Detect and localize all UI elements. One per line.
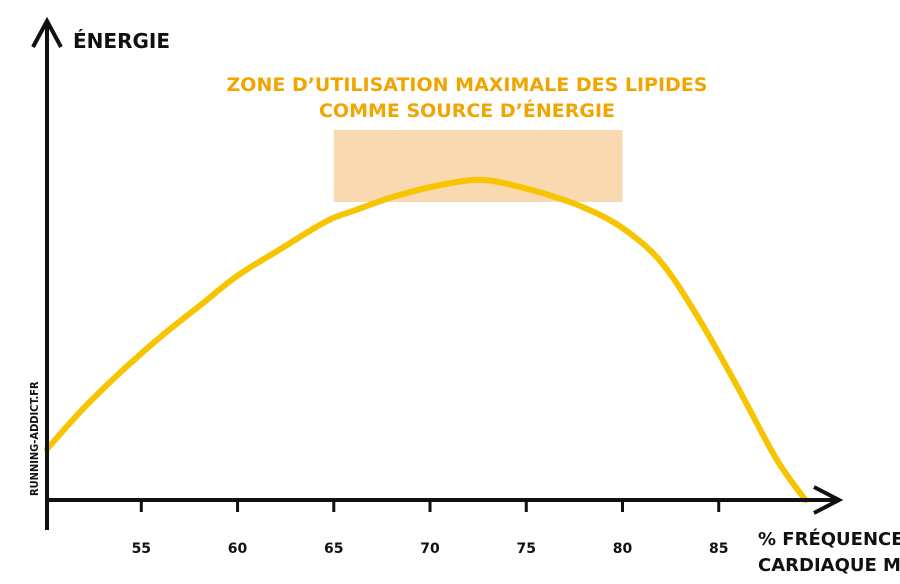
x-tick-label: 75 [517, 541, 536, 557]
y-axis-label: ÉNERGIE [73, 29, 170, 53]
axes-layer [31, 16, 844, 530]
x-axis-label-line-2: CARDIAQUE MAX [758, 555, 900, 576]
ticks-layer: 55 60 65 70 75 80 85 [132, 500, 728, 557]
zone-layer [333, 130, 623, 202]
chart-title-line-2: COMME SOURCE D’ÉNERGIE [319, 99, 615, 122]
series-line [44, 176, 809, 503]
curve-layer [44, 176, 809, 503]
x-tick-label: 60 [228, 541, 248, 557]
watermark: RUNNING-ADDICT.FR [28, 381, 41, 496]
x-tick-label: 65 [324, 541, 343, 557]
x-axis-label-line-1: % FRÉQUENCE [758, 528, 900, 550]
x-tick-label: 80 [613, 541, 633, 557]
x-tick-label: 55 [132, 541, 151, 557]
x-axis-arrow [813, 485, 844, 515]
x-tick-label: 85 [709, 541, 728, 557]
zone-band [333, 130, 623, 202]
y-axis-arrow [31, 16, 63, 48]
x-tick-label: 70 [420, 541, 440, 557]
chart-title-line-1: ZONE D’UTILISATION MAXIMALE DES LIPIDES [227, 74, 708, 96]
